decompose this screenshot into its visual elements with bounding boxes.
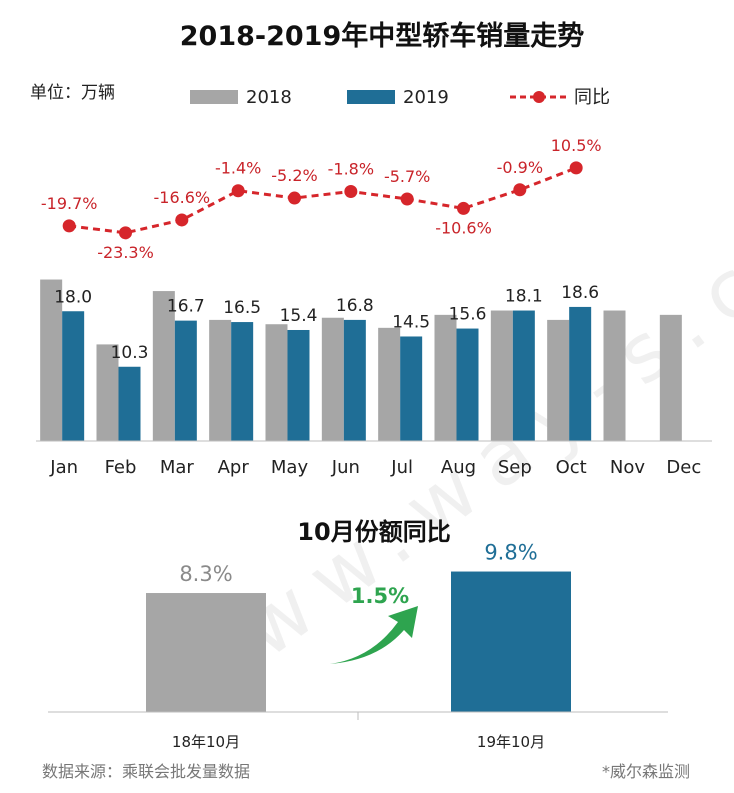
bar-2018-Jul <box>378 327 401 441</box>
value-label-2019-Jan: 18.0 <box>54 287 92 307</box>
share-category-2018: 18年10月 <box>172 733 240 751</box>
legend-yoy-label: 同比 <box>574 87 610 108</box>
data-source: 数据来源：乘联会批发量数据 <box>42 762 250 781</box>
footnote: *威尔森监测 <box>602 762 690 781</box>
bar-2018-Dec <box>659 314 682 441</box>
bar-2018-Feb <box>96 344 119 441</box>
bar-2018-Jun <box>321 317 344 441</box>
bar-2018-Jan <box>40 279 63 441</box>
bar-2019-May <box>287 329 310 441</box>
yoy-point-Apr <box>231 184 245 198</box>
yoy-point-Aug <box>457 201 470 215</box>
bar-2018-Mar <box>152 291 175 441</box>
share-chart-title: 10月份额同比 <box>297 518 450 546</box>
legend: 2018 2019 同比 <box>190 87 610 108</box>
value-label-2019-Mar: 16.7 <box>167 297 205 317</box>
yoy-label-Jun: -1.8% <box>328 160 374 179</box>
share-bar-2019 <box>451 571 571 712</box>
x-tick-Feb: Feb <box>105 457 137 478</box>
bar-2019-Feb <box>118 366 141 441</box>
value-label-2019-May: 15.4 <box>280 306 318 326</box>
yoy-point-Feb <box>119 226 132 240</box>
share-value-2018: 8.3% <box>179 562 232 586</box>
yoy-label-Aug: -10.6% <box>435 218 492 237</box>
bar-2019-Apr <box>231 322 254 441</box>
value-label-2019-Feb: 10.3 <box>111 343 149 363</box>
yoy-label-Jul: -5.7% <box>384 167 430 186</box>
share-bar-2018 <box>146 593 266 712</box>
yoy-point-May <box>288 191 301 205</box>
share-category-2019: 19年10月 <box>477 733 545 751</box>
bar-2018-Oct <box>547 319 570 441</box>
yoy-point-Jun <box>344 185 358 199</box>
yoy-point-Jan <box>62 219 76 233</box>
share-value-2019: 9.8% <box>484 541 537 565</box>
legend-yoy-marker <box>533 91 545 103</box>
x-tick-May: May <box>271 457 309 478</box>
x-tick-Jan: Jan <box>49 457 78 478</box>
bar-2019-Oct <box>569 306 592 441</box>
bar-2019-Sep <box>512 310 535 441</box>
yoy-label-Apr: -1.4% <box>215 159 261 178</box>
bar-series-group: 18.0 10.3 16.7 16.5 15.4 16.8 14.5 15.6 18.1 18.6 <box>40 279 682 441</box>
share-chart: 8.3% 18年10月 9.8% 19年10月 1.5% <box>48 541 668 751</box>
x-tick-Jul: Jul <box>390 457 413 478</box>
yoy-point-Sep <box>513 183 527 197</box>
yoy-line-group: -19.7% -23.3% -16.6%-1.4% -5.2% -1.8% -5.7% -1… <box>41 136 602 262</box>
yoy-point-Jul <box>400 192 414 206</box>
yoy-line <box>68 166 577 235</box>
bar-2018-Sep <box>490 310 513 441</box>
yoy-label-Sep: -0.9% <box>497 158 543 177</box>
bar-2018-May <box>265 324 288 441</box>
value-label-2019-Sep: 18.1 <box>505 287 543 307</box>
x-tick-Aug: Aug <box>441 457 476 478</box>
x-tick-Jun: Jun <box>331 457 360 478</box>
bar-2019-Jan <box>62 311 85 441</box>
share-change-label: 1.5% <box>351 584 409 608</box>
bar-2019-Jul <box>400 336 423 441</box>
value-label-2019-Aug: 15.6 <box>449 305 487 325</box>
x-tick-Nov: Nov <box>610 457 645 478</box>
value-label-2019-Oct: 18.6 <box>561 283 599 303</box>
x-tick-Apr: Apr <box>218 457 250 478</box>
yoy-label-May: -5.2% <box>271 166 317 185</box>
value-label-2019-Apr: 16.5 <box>223 298 261 318</box>
yoy-label-Feb: -23.3% <box>97 243 154 262</box>
x-tick-Dec: Dec <box>666 457 701 478</box>
yoy-label-Jan: -19.7% <box>41 194 98 213</box>
legend-2018-label: 2018 <box>246 87 292 108</box>
bar-2019-Mar <box>174 320 197 441</box>
x-tick-Sep: Sep <box>498 457 532 478</box>
legend-2018-swatch <box>190 90 238 104</box>
bar-2018-Aug <box>434 314 457 441</box>
growth-arrow-icon <box>330 606 418 664</box>
x-tick-Oct: Oct <box>556 457 587 478</box>
unit-label: 单位：万辆 <box>30 83 115 103</box>
value-label-2019-Jul: 14.5 <box>392 312 430 332</box>
value-label-2019-Jun: 16.8 <box>336 296 374 316</box>
yoy-point-Oct <box>569 161 583 175</box>
legend-2019-swatch <box>347 90 395 104</box>
x-axis: Jan Feb Mar Apr May Jun Jul Aug Sep Oct Nov Dec <box>36 440 712 478</box>
yoy-label-Mar: -16.6% <box>154 188 211 207</box>
yoy-label-Oct: 10.5% <box>551 136 602 155</box>
bar-2018-Nov <box>603 310 626 441</box>
yoy-point-Mar <box>175 213 189 227</box>
bar-2018-Apr <box>209 319 232 441</box>
legend-2019-label: 2019 <box>403 87 449 108</box>
chart-title: 2018-2019年中型轿车销量走势 <box>180 20 585 52</box>
bar-2019-Aug <box>456 328 479 441</box>
x-tick-Mar: Mar <box>160 457 195 478</box>
bar-2019-Jun <box>343 319 366 441</box>
